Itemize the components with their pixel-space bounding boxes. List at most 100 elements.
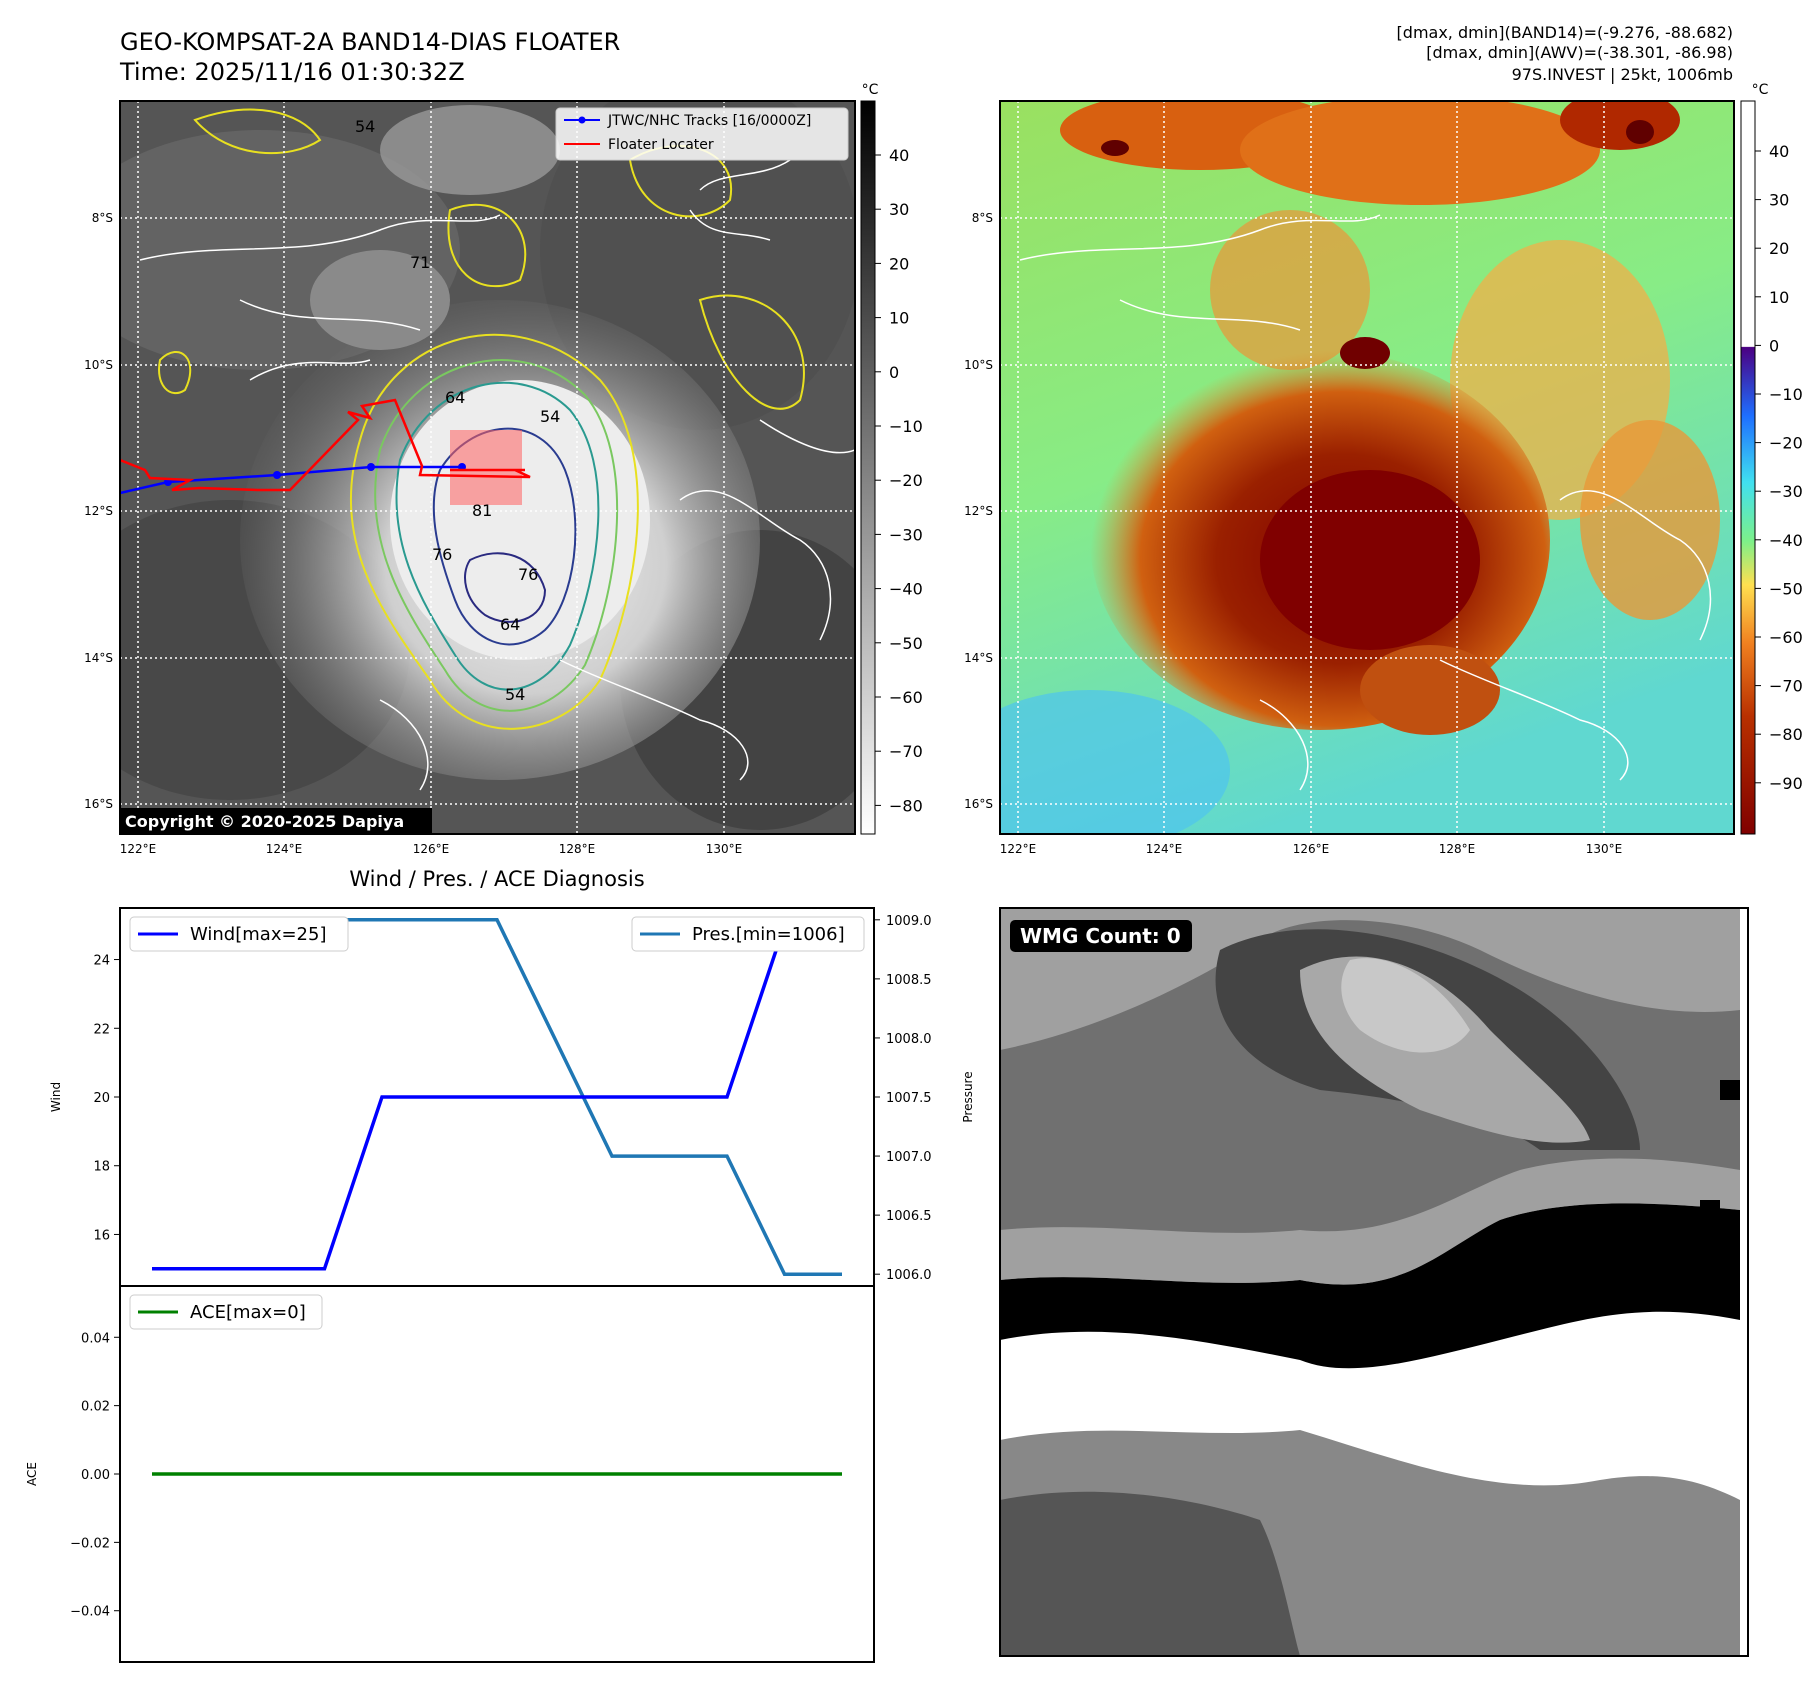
- ace-ytick-label: 0.02: [81, 1400, 110, 1415]
- wind-ytick-label: 18: [93, 1160, 110, 1175]
- wind-ytick-label: 22: [93, 1022, 110, 1037]
- track-point: [367, 463, 375, 471]
- awv-colorbar-tick-label: 10: [1769, 288, 1789, 307]
- ace-ytick-label: 0.04: [81, 1331, 110, 1346]
- lon-tick: 130°E: [1586, 842, 1623, 856]
- pressure-ytick-label: 1007.0: [886, 1150, 932, 1165]
- ir-colorbar-tick-label: −70: [889, 742, 923, 761]
- awv-lon-ticks: 122°E 124°E 126°E 128°E 130°E: [1000, 842, 1623, 856]
- pressure-ytick-label: 1006.5: [886, 1209, 932, 1224]
- awv-colorbar-tick-label: −80: [1769, 725, 1803, 744]
- lon-tick: 122°E: [120, 842, 157, 856]
- ace-axis-label: ACE: [25, 1462, 39, 1486]
- contour-label: 76: [518, 565, 538, 584]
- lat-tick: 14°S: [84, 651, 113, 665]
- diagnosis-title: Wind / Pres. / ACE Diagnosis: [349, 867, 644, 891]
- contour-label: 54: [540, 407, 560, 426]
- wind-legend: Wind[max=25]: [129, 916, 349, 952]
- copyright-bg: [120, 808, 432, 834]
- ir-colorbar-tick-label: −30: [889, 525, 923, 544]
- stats-storm: 97S.INVEST | 25kt, 1006mb: [1512, 65, 1733, 84]
- legend-track-label: JTWC/NHC Tracks [16/0000Z]: [607, 113, 811, 129]
- diagnosis-panel: Wind / Pres. / ACE Diagnosis Wind Pressu…: [25, 867, 975, 1663]
- legend-locater-label: Floater Locater: [608, 137, 714, 153]
- ir-legend: JTWC/NHC Tracks [16/0000Z] Floater Locat…: [555, 107, 849, 161]
- awv-lat-ticks: 8°S 10°S 12°S 14°S 16°S: [964, 211, 993, 811]
- ir-colorbar: °C 40 30 20 10 0 −10 −20 −30 −40 −50 −60 −70 −80: [860, 82, 923, 835]
- pressure-ytick-label: 1008.0: [886, 1032, 932, 1047]
- wind-ytick-label: 16: [93, 1228, 110, 1243]
- contour-label: 71: [410, 253, 430, 272]
- contour-label: 54: [505, 685, 525, 704]
- lat-tick: 12°S: [84, 504, 113, 518]
- awv-colorbar-tick-label: 20: [1769, 239, 1789, 258]
- ir-colorbar-tick-label: −10: [889, 417, 923, 436]
- wmg-frame: [999, 907, 1749, 1657]
- ir-colorbar-tick-label: −20: [889, 471, 923, 490]
- stats-band14: [dmax, dmin](BAND14)=(-9.276, -88.682): [1397, 23, 1733, 42]
- ir-colorbar-unit: °C: [862, 82, 879, 98]
- awv-colorbar-tick-label: −50: [1769, 579, 1803, 598]
- contour-label: 64: [500, 615, 520, 634]
- ace-ytick-label: 0.00: [81, 1468, 110, 1483]
- wind-ytick-label: 20: [93, 1091, 110, 1106]
- awv-colorbar-tick-label: −90: [1769, 774, 1803, 793]
- ir-colorbar-tick-label: −50: [889, 634, 923, 653]
- wind-axis-label: Wind: [49, 1082, 63, 1112]
- track-point: [273, 471, 281, 479]
- awv-colorbar-tick-label: −60: [1769, 628, 1803, 647]
- floater-locater-line: [120, 398, 531, 492]
- ir-colorbar-tick-label: 0: [889, 363, 899, 382]
- legend-pressure: Pres.[min=1006]: [692, 924, 845, 945]
- ir-colorbar-tick-label: −40: [889, 580, 923, 599]
- awv-colorbar-tick-label: 40: [1769, 142, 1789, 161]
- contour-label: 76: [432, 545, 452, 564]
- wmg-panel: WMG Count: 0: [999, 907, 1749, 1657]
- lat-tick: 10°S: [964, 358, 993, 372]
- awv-image: [1000, 101, 1734, 834]
- awv-colorbar-tick-label: −20: [1769, 434, 1803, 453]
- lat-tick: 16°S: [964, 797, 993, 811]
- awv-colorbar-tick-label: 0: [1769, 336, 1779, 355]
- pressure-ytick-label: 1009.0: [886, 914, 932, 929]
- wmg-image-bands: [1000, 908, 1740, 1656]
- pressure-ytick-label: 1008.5: [886, 973, 932, 988]
- ir-colorbar-tick-label: 40: [889, 146, 909, 165]
- awv-colorbar-tick-label: −10: [1769, 385, 1803, 404]
- ir-panel: 54 64 54 64 76 76 81 54 71 JTWC/NHC Trac…: [84, 82, 923, 856]
- awv-colorbar: °C 40 30 20 10 0 −10 −20 −30 −40 −50 −60 −70 −80 −90: [1740, 82, 1803, 835]
- figure-title: GEO-KOMPSAT-2A BAND14-DIAS FLOATER: [120, 28, 620, 56]
- ir-lon-ticks: 122°E 124°E 126°E 128°E 130°E: [120, 842, 743, 856]
- awv-gridlines: [1000, 101, 1734, 834]
- lon-tick: 126°E: [413, 842, 450, 856]
- wmg-count-label: WMG Count: 0: [1020, 924, 1181, 948]
- wind-ytick-label: 24: [93, 954, 110, 969]
- lon-tick: 130°E: [706, 842, 743, 856]
- stats-awv: [dmax, dmin](AWV)=(-38.301, -86.98): [1426, 43, 1733, 62]
- lon-tick: 124°E: [1146, 842, 1183, 856]
- contour-label: 81: [472, 501, 492, 520]
- ace-ytick-label: −0.04: [70, 1605, 110, 1620]
- lon-tick: 128°E: [559, 842, 596, 856]
- ir-image: 54 64 54 64 76 76 81 54 71: [120, 101, 855, 834]
- lat-tick: 16°S: [84, 797, 113, 811]
- pressure-ytick-label: 1007.5: [886, 1091, 932, 1106]
- pressure-legend: Pres.[min=1006]: [631, 916, 865, 952]
- lat-tick: 8°S: [92, 211, 113, 225]
- ir-colorbar-tick-label: −60: [889, 688, 923, 707]
- figure-time: Time: 2025/11/16 01:30:32Z: [119, 58, 465, 86]
- ir-frame: [119, 100, 856, 835]
- pressure-axis-label: Pressure: [961, 1071, 975, 1122]
- ir-lat-ticks: 8°S 10°S 12°S 14°S 16°S: [84, 211, 113, 811]
- legend-ace: ACE[max=0]: [190, 1302, 306, 1323]
- awv-colorbar-tick-label: −30: [1769, 482, 1803, 501]
- contour-label: 54: [355, 117, 375, 136]
- lon-tick: 124°E: [266, 842, 303, 856]
- awv-colorbar-tick-label: −40: [1769, 531, 1803, 550]
- ir-colorbar-tick-label: 10: [889, 309, 909, 328]
- pressure-ytick-label: 1006.0: [886, 1268, 932, 1283]
- awv-panel: 122°E 124°E 126°E 128°E 130°E 8°S 10°S 1…: [964, 82, 1803, 856]
- lat-tick: 14°S: [964, 651, 993, 665]
- ace-legend: ACE[max=0]: [129, 1294, 323, 1330]
- awv-colorbar-tick-label: 30: [1769, 191, 1789, 210]
